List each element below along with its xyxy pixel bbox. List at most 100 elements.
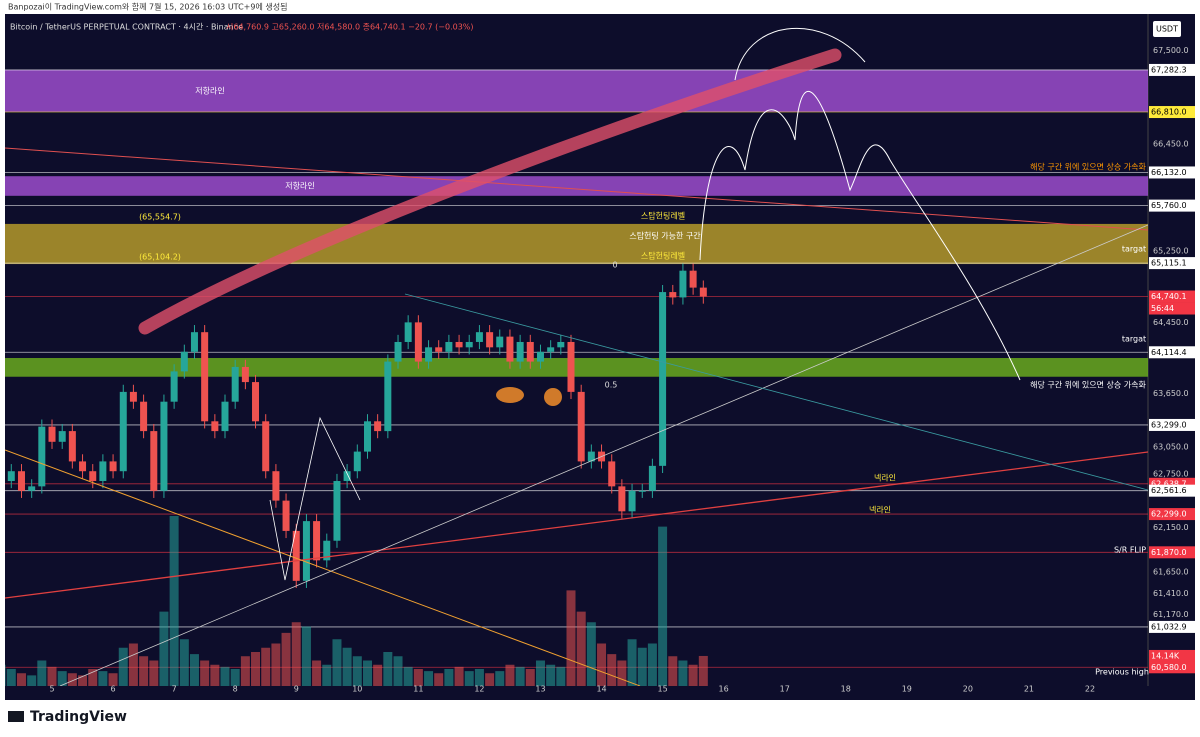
annotation: (65,104.2) — [139, 253, 181, 262]
volume-bar — [698, 655, 708, 686]
candle-body — [526, 341, 534, 362]
candle-body — [302, 521, 310, 581]
candle-body — [99, 461, 107, 482]
candle-body — [48, 426, 56, 442]
candle-body — [557, 341, 565, 348]
volume-bar — [312, 660, 322, 686]
annotation: 스탑헌팅 가능한 구간 — [629, 231, 701, 241]
y-tick-label: 62,750.0 — [1153, 469, 1189, 478]
volume-bar — [261, 647, 271, 686]
price-label: 66,132.0 — [1151, 168, 1187, 177]
volume-bar — [393, 656, 403, 686]
candle-body — [272, 471, 280, 501]
y-tick-label: 61,410.0 — [1153, 589, 1189, 598]
candle-body — [58, 431, 66, 442]
price-label: 63,299.0 — [1151, 420, 1187, 429]
candle-body — [465, 341, 473, 348]
trend-line — [59, 224, 1148, 686]
candle-body — [313, 521, 321, 561]
arrow-stroke — [138, 48, 842, 335]
x-tick-label: 5 — [49, 685, 54, 694]
volume-bar — [485, 673, 495, 686]
price-label: 64,114.4 — [1151, 348, 1187, 357]
logo-icon — [8, 711, 24, 722]
candle-body — [699, 287, 707, 297]
zone-label: 저항라인 — [285, 181, 314, 191]
volume-bar — [586, 622, 596, 686]
price-badge — [1149, 418, 1195, 431]
y-tick-label: 67,500.0 — [1153, 46, 1189, 55]
candle-body — [353, 451, 361, 472]
volume-bar — [98, 671, 108, 686]
hand-drawn-path — [699, 90, 1021, 381]
volume-bar — [597, 643, 607, 686]
volume-bar — [322, 664, 332, 686]
volume-bar — [271, 643, 281, 686]
volume-bar — [362, 660, 372, 686]
price-label: 62,561.6 — [1151, 486, 1187, 495]
candle-body — [282, 500, 290, 531]
volume-bar — [495, 671, 505, 686]
candle-body — [201, 332, 209, 422]
price-label: 61,032.9 — [1151, 622, 1187, 631]
y-tick-label: 64,450.0 — [1153, 318, 1189, 327]
candle-body — [68, 431, 76, 462]
volume-bar — [607, 654, 617, 686]
volume-bar — [576, 611, 586, 686]
candle-body — [445, 341, 453, 352]
volume-bar — [352, 656, 362, 686]
candle-body — [618, 486, 626, 512]
volume-bar — [332, 639, 342, 686]
candle-body — [486, 332, 494, 348]
candle-body — [506, 336, 514, 362]
candle-body — [394, 341, 402, 362]
volume-bar — [200, 660, 210, 686]
volume-bar — [159, 611, 169, 686]
x-tick-label: 17 — [780, 685, 790, 694]
drawings — [5, 27, 1148, 686]
chart-title: Bitcoin / TetherUS PERPETUAL CONTRACT · … — [10, 22, 243, 32]
volume-bar — [118, 647, 128, 686]
x-tick-label: 8 — [233, 685, 238, 694]
volume-bar — [5, 664, 6, 686]
candle-body — [262, 421, 270, 472]
price-badge — [1149, 546, 1195, 559]
volume-bar — [556, 666, 566, 686]
volume-bar — [301, 626, 311, 686]
volume-bar — [27, 675, 37, 686]
y-tick-label: 62,150.0 — [1153, 523, 1189, 532]
candle-body — [89, 471, 97, 482]
x-tick-label: 19 — [902, 685, 912, 694]
candle-body — [292, 530, 300, 581]
candle-body — [119, 391, 127, 472]
volume-bar — [210, 664, 220, 686]
candle-body — [404, 322, 412, 342]
volume-bar — [149, 660, 159, 686]
candle-body — [129, 391, 137, 402]
volume-bar — [139, 656, 149, 686]
x-tick-label: 11 — [413, 685, 423, 694]
candle-body — [79, 461, 87, 472]
candle-body — [7, 471, 15, 482]
hand-drawn-path — [734, 27, 866, 81]
candle-body — [608, 461, 616, 487]
volume-bar — [566, 590, 576, 686]
brand: TradingView — [30, 709, 127, 725]
price-badge — [1149, 346, 1195, 359]
price-badge — [1149, 166, 1195, 179]
zone — [5, 176, 1148, 196]
volume-bar — [413, 669, 423, 686]
annotation: (65,554.7) — [139, 213, 181, 222]
candle-body — [455, 341, 463, 348]
zone — [5, 223, 1148, 265]
x-tick-label: 9 — [294, 685, 299, 694]
volume-bar — [128, 643, 138, 686]
volume-bar — [37, 660, 47, 686]
hand-drawn-path — [269, 416, 361, 581]
volume-bar — [627, 639, 637, 686]
x-tick-label: 10 — [352, 685, 362, 694]
volume-bar — [668, 656, 678, 686]
volume-bar — [617, 660, 627, 686]
price-badge — [1149, 484, 1195, 497]
